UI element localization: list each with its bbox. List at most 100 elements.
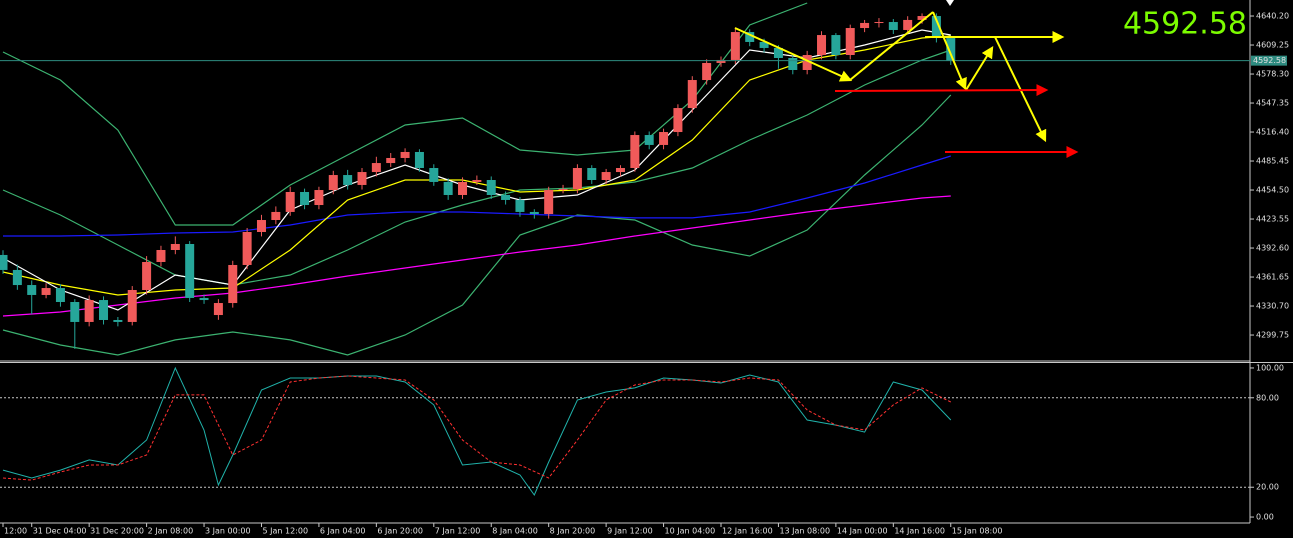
candle-body bbox=[903, 19, 913, 30]
candle-body bbox=[817, 35, 827, 56]
y-tick-label: 20.00 bbox=[1256, 483, 1279, 492]
candle-body bbox=[429, 168, 439, 182]
candle-body bbox=[343, 175, 353, 185]
candle-body bbox=[529, 211, 539, 215]
candle-body bbox=[773, 47, 783, 59]
y-tick-label: 0.00 bbox=[1256, 513, 1274, 522]
x-tick-label: 5 Jan 12:00 bbox=[262, 527, 308, 536]
candle-body bbox=[0, 254, 8, 270]
current-price-box bbox=[1251, 55, 1287, 66]
candle-body bbox=[285, 191, 295, 212]
axes: 4640.20 4609.25 4578.30 4547.35 4516.40 4485.… bbox=[2, 12, 1289, 536]
candle-body bbox=[946, 38, 956, 61]
marker-triangle bbox=[946, 0, 954, 6]
arrow-line bbox=[849, 11, 934, 81]
candle-body bbox=[572, 168, 582, 189]
candle-body bbox=[328, 175, 338, 191]
x-tick-label: 31 Dec 20:00 bbox=[90, 527, 144, 536]
y-tick-label: 4299.75 bbox=[1256, 331, 1289, 340]
candle-body bbox=[673, 108, 683, 133]
x-tick-label: 10 Jan 04:00 bbox=[665, 527, 716, 536]
candle-body bbox=[601, 172, 611, 180]
y-tick-label: 4392.60 bbox=[1256, 244, 1289, 253]
arrow bbox=[994, 36, 1047, 143]
x-tick-label: 12 Jan 16:00 bbox=[722, 527, 773, 536]
y-tick-label: 4423.55 bbox=[1256, 215, 1289, 224]
stochastic-panel bbox=[0, 366, 1250, 497]
candle-body bbox=[300, 191, 310, 206]
candle-body bbox=[170, 243, 180, 250]
candle-body bbox=[687, 80, 697, 109]
candle-body bbox=[888, 22, 898, 30]
y-tick-label: 4454.50 bbox=[1256, 186, 1289, 195]
x-tick-label: 14 Jan 16:00 bbox=[894, 527, 945, 536]
x-tick-label: 6 Jan 04:00 bbox=[320, 527, 366, 536]
candle-body bbox=[544, 190, 554, 215]
x-tick-label: 7 Jan 12:00 bbox=[435, 527, 481, 536]
arrow bbox=[734, 27, 853, 82]
candle-body bbox=[501, 194, 511, 200]
candle-body bbox=[213, 303, 223, 316]
price-panel bbox=[0, 2, 1250, 356]
candle-body bbox=[27, 285, 37, 295]
y-tick-label: 4640.20 bbox=[1256, 12, 1289, 21]
candle-body bbox=[443, 181, 453, 195]
arrow bbox=[834, 84, 1049, 97]
line bbox=[3, 155, 951, 237]
y-tick-label: 100.00 bbox=[1256, 363, 1284, 372]
x-tick-label: 3 Jan 00:00 bbox=[205, 527, 251, 536]
annotations bbox=[734, 0, 1079, 158]
candle-body bbox=[745, 32, 755, 42]
candle-body bbox=[931, 16, 941, 39]
y-tick-label: 4361.65 bbox=[1256, 273, 1289, 282]
candle-body bbox=[70, 301, 80, 322]
x-tick-label: 8 Jan 20:00 bbox=[550, 527, 596, 536]
candle-body bbox=[357, 172, 367, 185]
candle-body bbox=[199, 297, 209, 301]
candle-body bbox=[702, 62, 712, 81]
y-tick-label: 4609.25 bbox=[1256, 41, 1289, 50]
current-price-label: 4592.58 bbox=[1253, 56, 1286, 65]
candle-body bbox=[314, 190, 324, 206]
candle-body bbox=[12, 269, 22, 286]
candle-body bbox=[127, 290, 137, 322]
candle-body bbox=[587, 168, 597, 180]
candle-body bbox=[142, 261, 152, 291]
x-tick-label: 2 Jan 08:00 bbox=[148, 527, 194, 536]
line bbox=[2, 94, 952, 356]
candle-body bbox=[630, 135, 640, 169]
arrow bbox=[932, 11, 967, 91]
candle-body bbox=[845, 28, 855, 56]
y-tick-label: 80.00 bbox=[1256, 393, 1279, 402]
x-tick-label: 31 Dec 04:00 bbox=[33, 527, 87, 536]
candle-body bbox=[386, 157, 396, 164]
x-tick-label: 9 Jan 12:00 bbox=[607, 527, 653, 536]
candle-body bbox=[486, 180, 496, 195]
line bbox=[2, 195, 951, 317]
line bbox=[2, 375, 952, 481]
candle-body bbox=[716, 59, 726, 63]
candle-body bbox=[802, 55, 812, 70]
candle-body bbox=[41, 288, 51, 295]
candle-body bbox=[515, 199, 525, 212]
candle-body bbox=[242, 232, 252, 265]
candle-body bbox=[271, 211, 281, 221]
x-tick-label: 13 Jan 08:00 bbox=[779, 527, 830, 536]
y-tick-label: 4330.70 bbox=[1256, 302, 1289, 311]
candle-body bbox=[99, 300, 109, 320]
candle-body bbox=[371, 163, 381, 173]
y-tick-label: 4578.30 bbox=[1256, 70, 1289, 79]
line bbox=[2, 366, 952, 497]
candle-body bbox=[874, 22, 884, 24]
candle-body bbox=[458, 181, 468, 195]
candle-body bbox=[256, 220, 266, 233]
candle-body bbox=[860, 22, 870, 29]
line bbox=[2, 2, 808, 226]
candle-body bbox=[156, 249, 166, 262]
candle-body bbox=[84, 300, 94, 322]
candle-body bbox=[615, 168, 625, 173]
candle-body bbox=[730, 32, 740, 60]
candle-body bbox=[759, 41, 769, 48]
